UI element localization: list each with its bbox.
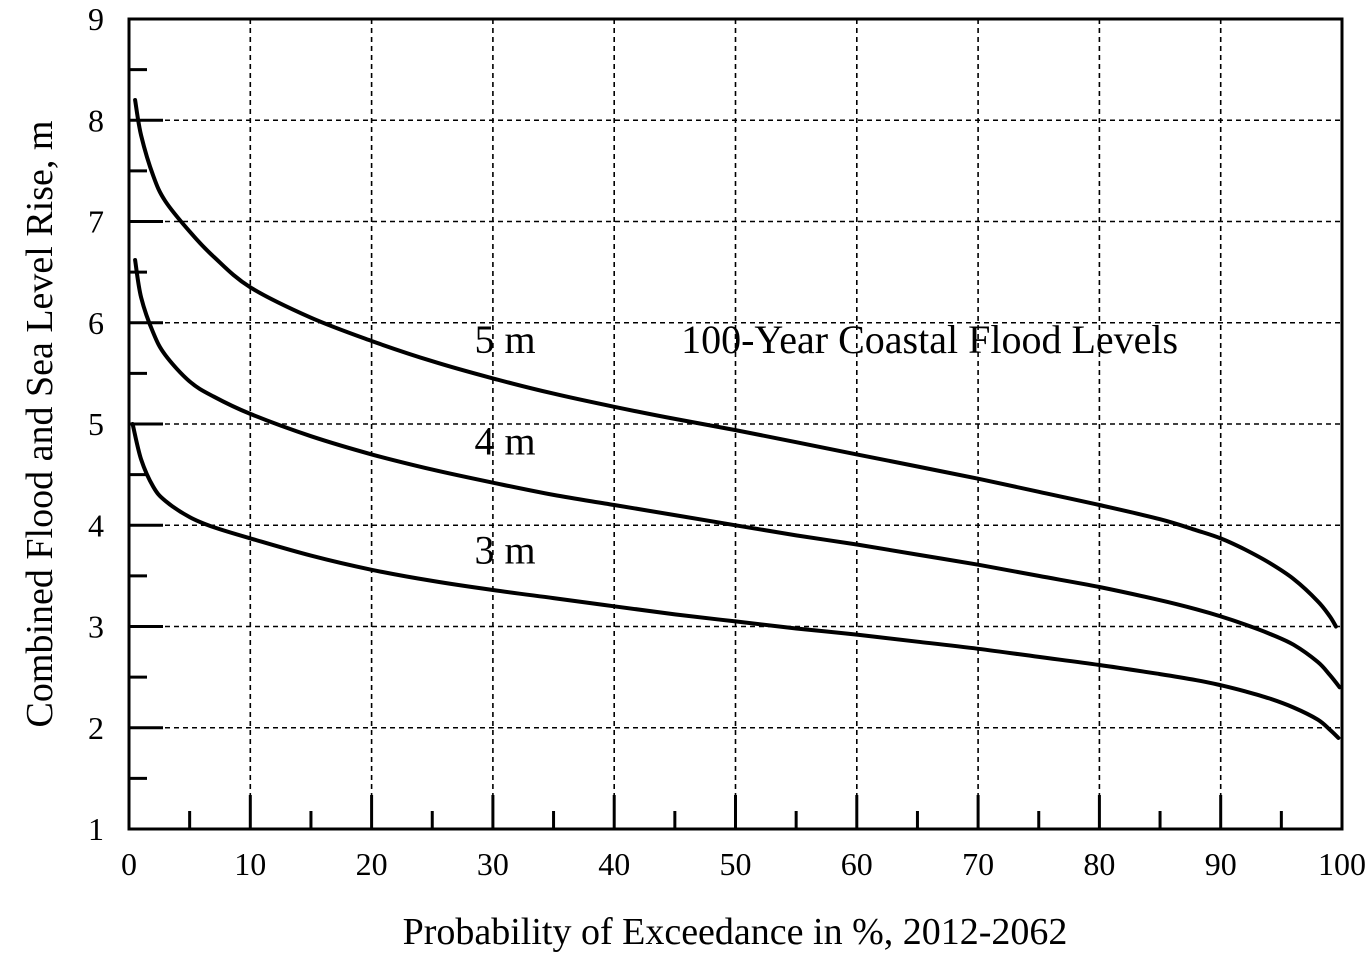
y-tick-label: 6 <box>88 305 104 341</box>
annotation-label: 3 m <box>474 528 535 573</box>
annotation-label: 100-Year Coastal Flood Levels <box>681 317 1178 362</box>
x-tick-label: 80 <box>1083 846 1115 882</box>
y-tick-label: 1 <box>88 811 104 847</box>
series-line <box>133 98 1338 629</box>
x-tick-label: 90 <box>1205 846 1237 882</box>
y-tick-label: 8 <box>88 102 104 138</box>
series-line <box>130 422 1341 740</box>
series-lines <box>130 98 1342 740</box>
grid <box>129 19 1342 829</box>
series-line <box>133 258 1342 690</box>
y-tick-label: 3 <box>88 609 104 645</box>
x-tick-label: 70 <box>962 846 994 882</box>
x-tick-label: 0 <box>121 846 137 882</box>
x-tick-label: 60 <box>841 846 873 882</box>
axis-ticks <box>129 68 1283 829</box>
annotation-label: 4 m <box>474 418 535 463</box>
x-tick-label: 20 <box>356 846 388 882</box>
y-tick-label: 5 <box>88 406 104 442</box>
y-tick-label: 2 <box>88 710 104 746</box>
x-tick-label: 10 <box>234 846 266 882</box>
x-axis-label: Probability of Exceedance in %, 2012-206… <box>403 911 1068 953</box>
x-tick-label: 100 <box>1318 846 1366 882</box>
y-axis-label: Combined Flood and Sea Level Rise, m <box>19 121 61 728</box>
x-tick-label: 30 <box>477 846 509 882</box>
x-tick-labels: 0 10 20 30 40 50 60 70 80 90 100 <box>121 846 1366 882</box>
x-tick-label: 50 <box>720 846 752 882</box>
y-tick-label: 9 <box>88 1 104 37</box>
x-tick-label: 40 <box>598 846 630 882</box>
y-tick-label: 4 <box>88 507 104 543</box>
y-tick-labels: 1 2 3 4 5 6 7 8 9 <box>88 1 104 847</box>
y-tick-label: 7 <box>88 204 104 240</box>
annotations: 5 m 100-Year Coastal Flood Levels 4 m 3 m <box>474 317 1178 573</box>
plot-frame <box>127 17 1344 831</box>
annotation-label: 5 m <box>474 317 535 362</box>
